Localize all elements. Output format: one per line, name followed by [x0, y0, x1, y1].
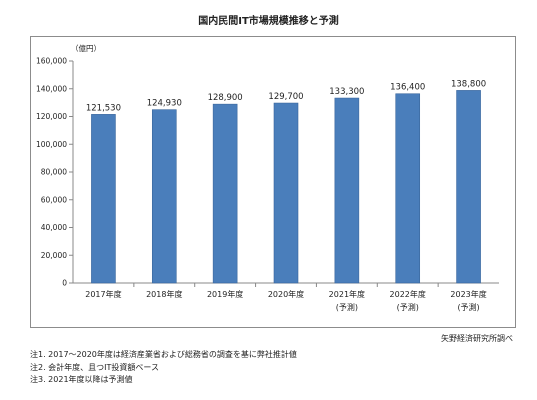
bar — [212, 103, 238, 284]
x-category-label: 2021年度 — [329, 289, 365, 299]
y-unit-label: （億円） — [71, 43, 101, 53]
bar-value-label: 129,700 — [268, 92, 303, 102]
bar — [456, 90, 481, 284]
y-tick-label: 140,000 — [36, 84, 67, 93]
footnote-2: 注2. 会計年度、且つIT投資額ベース — [30, 362, 160, 372]
chart-area: （億円） 0 20,000 40,000 60,000 80,000 100,000 120,… — [30, 36, 516, 328]
x-category-sublabel: (予測) — [336, 302, 358, 312]
x-category-sublabel: (予測) — [397, 302, 419, 312]
footnote-3: 注3. 2021年度以降は予測値 — [30, 375, 133, 384]
y-tick-label: 40,000 — [41, 223, 67, 232]
x-category-sublabel: (予測) — [457, 302, 479, 312]
y-tick-label: 120,000 — [36, 112, 67, 121]
footnotes: 注1. 2017～2020年度は経済産業省および総務省の調査を基に弊社推計値 注… — [30, 349, 297, 387]
y-tick-label: 0 — [62, 279, 67, 288]
y-tick-label: 100,000 — [36, 140, 67, 149]
x-category-label: 2022年度 — [390, 289, 426, 299]
bar — [395, 93, 421, 284]
x-category-label: 2017年度 — [85, 289, 121, 299]
bar — [91, 114, 116, 284]
y-tick-label: 80,000 — [41, 168, 67, 177]
y-tick-label: 20,000 — [41, 251, 67, 260]
bar-value-label: 138,800 — [451, 79, 486, 89]
source-note: 矢野経済研究所調べ — [441, 334, 513, 343]
bar — [334, 97, 360, 284]
chart-title: 国内民間IT市場規模推移と予測 — [198, 16, 339, 27]
bar-chart: （億円） 0 20,000 40,000 60,000 80,000 100,000 120,… — [36, 43, 499, 312]
bar-value-label: 121,530 — [86, 103, 121, 113]
bar-value-label: 136,400 — [390, 83, 425, 93]
bar-value-label: 124,930 — [147, 99, 182, 109]
x-category-label: 2023年度 — [450, 289, 486, 299]
bar-value-label: 133,300 — [329, 87, 364, 97]
footnote-1: 注1. 2017～2020年度は経済産業省および総務省の調査を基に弊社推計値 — [30, 350, 297, 359]
y-tick-label: 60,000 — [41, 195, 67, 204]
bar-value-label: 128,900 — [208, 93, 243, 103]
y-tick-label: 160,000 — [36, 57, 67, 66]
bar — [151, 109, 177, 284]
x-category-label: 2019年度 — [207, 289, 243, 299]
bar — [273, 102, 299, 284]
x-category-label: 2020年度 — [268, 289, 304, 299]
x-category-label: 2018年度 — [146, 289, 182, 299]
